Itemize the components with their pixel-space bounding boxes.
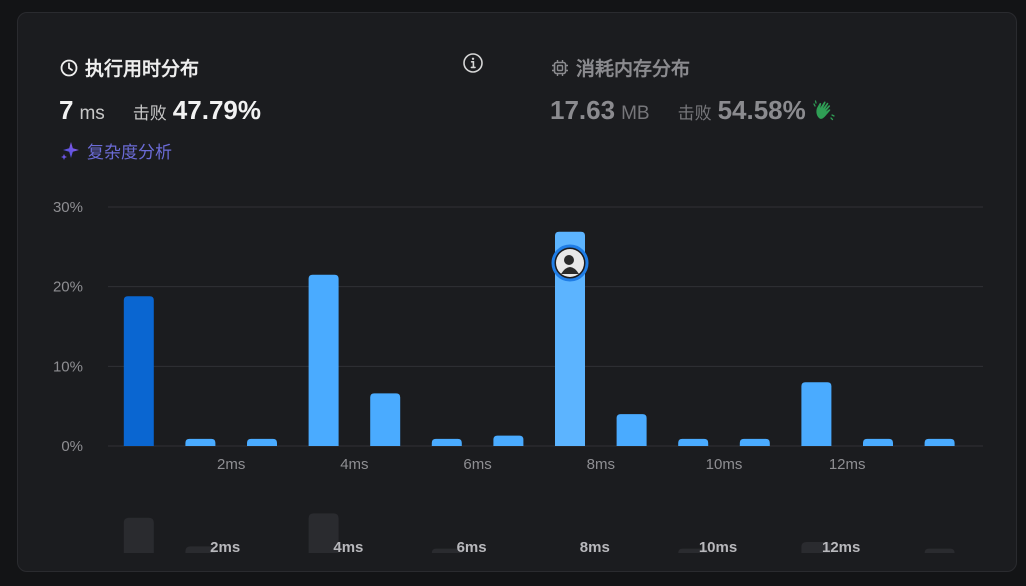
info-icon[interactable] (462, 52, 484, 74)
chart-y-axis: 0% 10% 20% 30% (53, 199, 83, 455)
overview-bar (801, 542, 832, 553)
overview-bar (308, 513, 339, 553)
chart-grid (108, 206, 983, 447)
y-tick-label: 30% (53, 199, 83, 216)
memory-title-row: 消耗内存分布 (550, 54, 836, 81)
bar[interactable] (493, 435, 524, 446)
overview-bar (431, 548, 462, 553)
memory-title: 消耗内存分布 (576, 59, 691, 80)
chart-x-axis: 2ms 4ms 6ms 8ms 10ms 12ms (217, 456, 866, 473)
complexity-analysis-link[interactable]: 复杂度分析 (59, 138, 261, 163)
y-tick-label: 0% (61, 438, 83, 455)
runtime-panel: 执行用时分布 7 ms 击败 47.79% 复杂度分析 (59, 54, 261, 163)
runtime-title: 执行用时分布 (85, 59, 200, 80)
overview-bar (678, 548, 709, 553)
overview-x-tick-label: 4ms (333, 539, 363, 556)
bar[interactable] (308, 274, 339, 446)
sparkle-icon (61, 141, 79, 160)
overview-bar (924, 548, 955, 553)
runtime-distribution-card: 执行用时分布 7 ms 击败 47.79% 复杂度分析 (17, 12, 1017, 572)
overview-bar (185, 546, 216, 553)
chart-bars (123, 231, 955, 446)
overview-bar (123, 517, 154, 553)
memory-stat-row: 17.63 MB 击败 54.58% (550, 95, 836, 126)
avatar-head (564, 255, 574, 265)
x-tick-label: 4ms (340, 456, 368, 473)
runtime-stat-row: 7 ms 击败 47.79% (59, 95, 261, 126)
runtime-distribution-chart: 0% 10% 20% 30% 2ms 4ms 6ms 8ms 10ms 12ms 2ms 4ms 6… (53, 199, 983, 556)
bar[interactable] (739, 438, 770, 446)
bar[interactable] (247, 438, 277, 446)
x-tick-label: 10ms (706, 456, 743, 473)
overview-x-tick-label: 2ms (210, 539, 240, 556)
x-tick-label: 2ms (217, 456, 245, 473)
runtime-title-row: 执行用时分布 (59, 54, 261, 81)
waving-hand-icon (813, 99, 835, 120)
y-tick-label: 20% (53, 279, 83, 296)
bar[interactable] (185, 438, 216, 446)
bar[interactable] (431, 438, 462, 446)
y-tick-label: 10% (53, 358, 83, 375)
x-tick-label: 12ms (829, 456, 866, 473)
avatar-figure (561, 267, 579, 274)
bar[interactable] (555, 231, 585, 446)
bar[interactable] (863, 438, 893, 446)
memory-beat-label: 击败 (677, 104, 712, 123)
x-tick-label: 6ms (463, 456, 491, 473)
bar[interactable] (924, 438, 955, 446)
complexity-analysis-label: 复杂度分析 (87, 143, 172, 162)
memory-beat-value: 54.58% (717, 95, 806, 125)
bar[interactable] (801, 382, 832, 446)
overview-x-axis: 2ms 4ms 6ms 8ms 10ms 12ms (210, 539, 860, 556)
x-tick-label: 8ms (587, 456, 615, 473)
overview-x-tick-label: 6ms (457, 539, 487, 556)
memory-panel[interactable]: 消耗内存分布 17.63 MB 击败 54.58% (550, 54, 836, 126)
memory-value: 17.63 (550, 95, 616, 125)
runtime-beat-value: 47.79% (172, 95, 261, 125)
overview-x-tick-label: 8ms (580, 539, 610, 556)
bar[interactable] (123, 296, 154, 446)
runtime-unit: ms (79, 103, 105, 124)
clock-icon (60, 59, 78, 76)
bar[interactable] (678, 438, 709, 446)
runtime-value: 7 (59, 95, 74, 125)
chip-icon (552, 59, 568, 76)
overview-x-tick-label: 12ms (822, 539, 860, 556)
overview-x-tick-label: 10ms (699, 539, 737, 556)
bar[interactable] (616, 414, 647, 446)
memory-unit: MB (621, 103, 650, 124)
user-marker[interactable] (551, 244, 589, 282)
overview-bars (123, 513, 955, 553)
bar[interactable] (370, 393, 401, 446)
runtime-beat-label: 击败 (132, 104, 167, 123)
